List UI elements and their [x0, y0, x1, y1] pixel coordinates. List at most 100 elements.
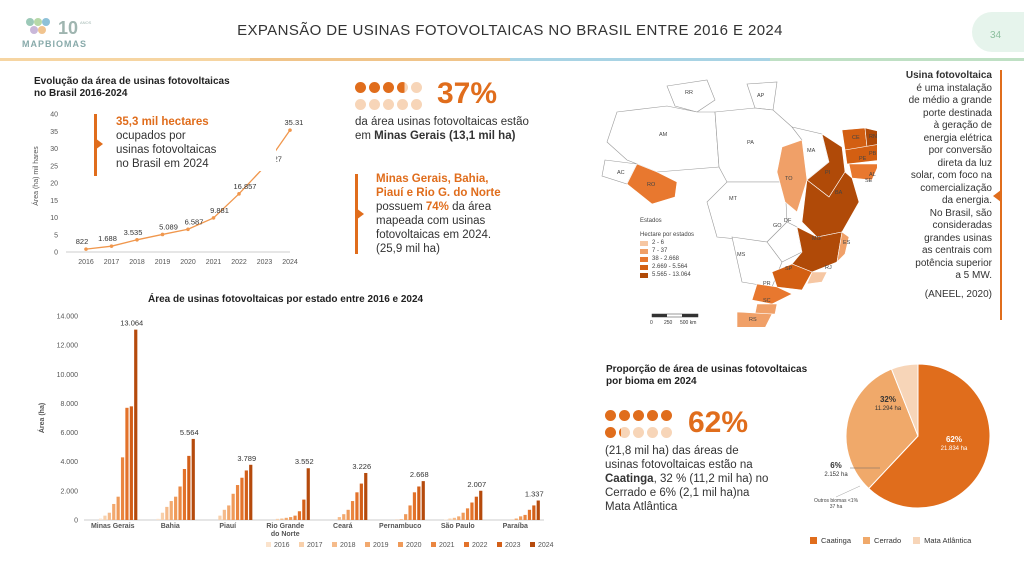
- states-text-line2: Piauí e Rio G. do Norte: [376, 187, 501, 199]
- pie-legend-item: Cerrado: [863, 536, 901, 545]
- category-label: Pernambuco: [379, 523, 421, 530]
- minas-text-line1: da área usinas fotovoltaicas estão: [355, 116, 529, 128]
- bar-total-label: 3.226: [352, 462, 371, 471]
- bar: [289, 517, 293, 520]
- evolution-title-line1: Evolução da área de usinas fotovoltaicas: [34, 76, 230, 87]
- dot-empty: [369, 99, 380, 110]
- bar: [187, 455, 191, 520]
- other-biomes-label: Outros biomas <1%: [814, 498, 859, 504]
- data-point: [109, 244, 114, 248]
- usina-definition-title: Usina fotovoltaica: [905, 70, 992, 81]
- map-legend-title: Hectare por estados: [640, 232, 695, 238]
- dot-filled: [647, 410, 658, 421]
- bar: [293, 515, 297, 520]
- legend-swatch: [299, 542, 304, 547]
- x-tick-label: 2017: [104, 259, 120, 266]
- divider-green: [770, 58, 1024, 61]
- category-label: Paraíba: [503, 523, 528, 530]
- x-tick-label: 2024: [282, 259, 298, 266]
- legend-swatch: [431, 542, 436, 547]
- dot-empty: [633, 427, 644, 438]
- bar: [103, 515, 107, 520]
- usina-definition-line: potência superior: [915, 257, 992, 269]
- label-am: AM: [659, 132, 668, 138]
- evolution-text-3: no Brasil em 2024: [116, 158, 209, 170]
- bioma-text-line4: Cerrado e 6% (2,1 mil ha)na: [605, 487, 750, 499]
- category-label: Piauí: [219, 523, 237, 530]
- bar-total-label: 3.789: [237, 454, 256, 463]
- y-tick-label: 6.000: [60, 430, 78, 437]
- y-tick-label: 40: [50, 112, 58, 119]
- y-tick-label: 14.000: [57, 314, 79, 321]
- bioma-text-line5: Mata Atlântica: [605, 501, 678, 513]
- bioma-title: Proporção de área de usinas fotovoltaica…: [606, 364, 807, 388]
- bar: [421, 481, 425, 520]
- dot-partial: [619, 427, 630, 438]
- category-label: Minas Gerais: [91, 523, 135, 530]
- bar: [532, 505, 536, 520]
- states-text-line4: mapeada com usinas: [376, 215, 486, 227]
- usina-definition-line: à geração de: [933, 120, 992, 131]
- y-tick-label: 35: [50, 129, 58, 136]
- legend-label: 2017: [307, 542, 323, 549]
- y-tick-label: 2.000: [60, 488, 78, 495]
- dot-empty: [661, 427, 672, 438]
- label-se: SE: [865, 178, 873, 184]
- states-arrow-icon: [356, 208, 364, 220]
- y-tick-label: 10.000: [57, 372, 79, 379]
- bar: [479, 490, 483, 520]
- dot-filled: [605, 410, 616, 421]
- data-point: [84, 247, 88, 251]
- bar: [169, 501, 173, 520]
- map-legend-label: 38 - 2.668: [652, 256, 680, 262]
- states-text: Minas Gerais, Bahia, Piauí e Rio G. do N…: [376, 172, 576, 256]
- bar: [523, 514, 527, 520]
- bar: [346, 509, 350, 520]
- map-legend-swatch: [640, 256, 648, 262]
- bar: [244, 470, 248, 520]
- x-tick-label: 2019: [155, 259, 171, 266]
- y-tick-label: 30: [50, 146, 58, 153]
- label-pe: PE: [859, 156, 867, 162]
- usina-definition-body: é uma instalação de médio a grande porte d…: [882, 83, 992, 283]
- label-pa: PA: [747, 140, 754, 146]
- usina-definition-line: energia elétrica: [923, 132, 992, 144]
- legend-swatch: [530, 542, 535, 547]
- dot-filled: [633, 410, 644, 421]
- state-sc: [754, 303, 778, 315]
- label-ro: RO: [647, 182, 656, 188]
- bioma-title-line1: Proporção de área de usinas fotovoltaica…: [606, 364, 808, 375]
- minas-percentage: 37%: [437, 77, 498, 110]
- bar: [465, 508, 470, 520]
- bar: [399, 519, 403, 520]
- state-bar-chart: 0 2.000 4.000 6.000 8.000 10.000 12.000 14.000 Á…: [37, 314, 554, 550]
- data-label: 35.318: [285, 118, 303, 127]
- data-point: [237, 192, 241, 196]
- usina-arrow-icon: [993, 190, 1001, 202]
- dot-empty: [411, 99, 422, 110]
- data-point: [186, 227, 190, 232]
- label-rs: RS: [749, 317, 757, 323]
- bar: [474, 496, 478, 520]
- map-legend-item: 2.669 - 5.564: [640, 264, 750, 270]
- minas-text-line2-bold: Minas Gerais (13,1 mil ha): [374, 130, 516, 142]
- bar: [134, 329, 138, 520]
- category-label: São Paulo: [441, 523, 475, 530]
- bar: [165, 506, 169, 520]
- bioma-title-line2: por bioma em 2024: [606, 376, 697, 387]
- divider-yellow: [0, 58, 250, 61]
- page-number-tab: [972, 12, 1024, 52]
- highlight-arrow-icon: [95, 138, 103, 150]
- evolution-title-line2: no Brasil 2016-2024: [34, 88, 128, 99]
- map-legend-item: 38 - 2.668: [640, 256, 750, 262]
- legend-label: 2020: [406, 542, 422, 549]
- usina-definition-line: grandes usinas: [924, 232, 992, 244]
- category-label: Ceará: [333, 523, 353, 530]
- pie-legend-swatch: [810, 537, 817, 544]
- legend-swatch: [365, 542, 370, 547]
- label-to: TO: [785, 176, 793, 182]
- legend-label: 2018: [340, 542, 356, 549]
- states-text-line1: Minas Gerais, Bahia,: [376, 173, 489, 185]
- data-label: 5.089: [159, 222, 178, 231]
- pie-slice: [868, 363, 991, 509]
